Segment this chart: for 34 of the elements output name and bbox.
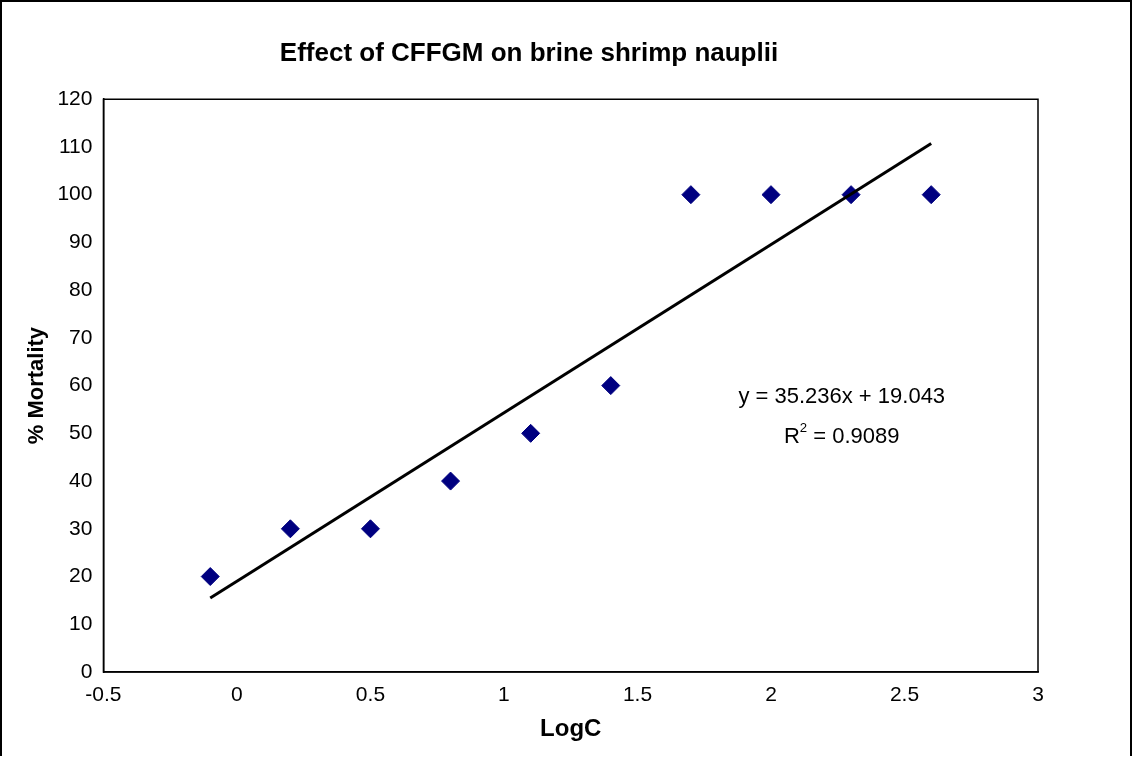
point bbox=[921, 185, 941, 205]
x-tick-label: 1 bbox=[498, 682, 510, 706]
y-tick-label: 70 bbox=[69, 324, 93, 348]
x-tick-label: -0.5 bbox=[85, 682, 122, 706]
x-axis-title: LogC bbox=[540, 714, 602, 742]
y-tick-label: 10 bbox=[69, 611, 93, 635]
x-tick-label: 2.5 bbox=[889, 682, 920, 706]
point bbox=[761, 185, 781, 205]
y-tick-label: 80 bbox=[69, 276, 93, 300]
point bbox=[521, 423, 541, 443]
y-tick-label: 60 bbox=[69, 372, 93, 396]
y-tick-label: 0 bbox=[80, 658, 93, 682]
y-tick-label: 50 bbox=[69, 420, 93, 444]
point bbox=[280, 519, 300, 539]
chart-title: Effect of CFFGM on brine shrimp nauplii bbox=[279, 36, 779, 67]
y-tick-label: 100 bbox=[57, 181, 93, 205]
y-tick-label: 20 bbox=[69, 563, 93, 587]
point bbox=[441, 471, 461, 491]
x-tick-label: 1.5 bbox=[622, 682, 653, 706]
point bbox=[601, 376, 621, 396]
annotation: y = 35.236x + 19.043 bbox=[738, 383, 946, 409]
y-tick-label: 30 bbox=[69, 515, 93, 539]
y-tick-label: 120 bbox=[57, 86, 93, 109]
x-tick-label: 0.5 bbox=[355, 682, 386, 706]
point bbox=[681, 185, 701, 205]
point bbox=[200, 567, 220, 587]
x-tick-label: 3 bbox=[1032, 682, 1044, 706]
y-tick-label: 110 bbox=[58, 133, 93, 157]
y-axis-title: % Mortality bbox=[23, 326, 49, 445]
point bbox=[360, 519, 380, 539]
x-tick-label: 0 bbox=[231, 682, 243, 706]
y-tick-label: 90 bbox=[69, 229, 93, 253]
y-tick-label: 40 bbox=[69, 467, 93, 491]
x-tick-label: 2 bbox=[765, 682, 777, 706]
